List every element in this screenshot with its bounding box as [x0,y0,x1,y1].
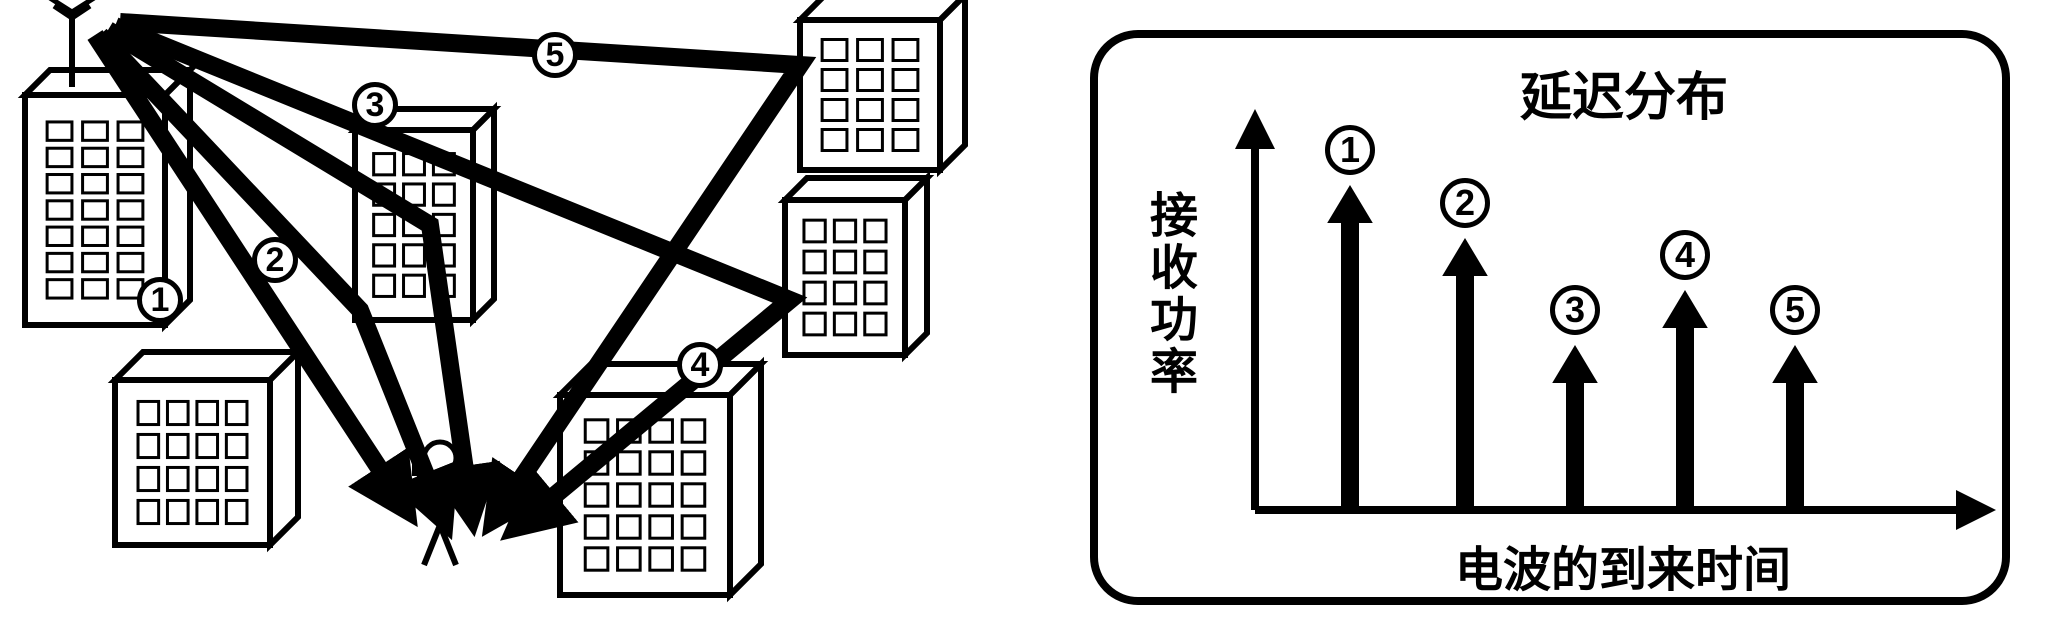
ray-label-2: 2 [252,237,298,283]
ray-label-5: 5 [532,32,578,78]
bar-label-5: 5 [1770,285,1820,335]
delay-profile-panel: 延迟分布 接收功率 电波的到来时间 12345 [980,0,2064,641]
ray-label-4: 4 [677,342,723,388]
bar-label-2: 2 [1440,178,1490,228]
bar-label-3: 3 [1550,285,1600,335]
ray-label-3: 3 [352,82,398,128]
bar-label-4: 4 [1660,230,1710,280]
bar-label-1: 1 [1325,125,1375,175]
ray-label-1: 1 [137,277,183,323]
scene-svg [0,0,980,641]
chart-svg [980,0,2064,641]
multipath-scene: 1 2 3 4 5 [0,0,980,641]
